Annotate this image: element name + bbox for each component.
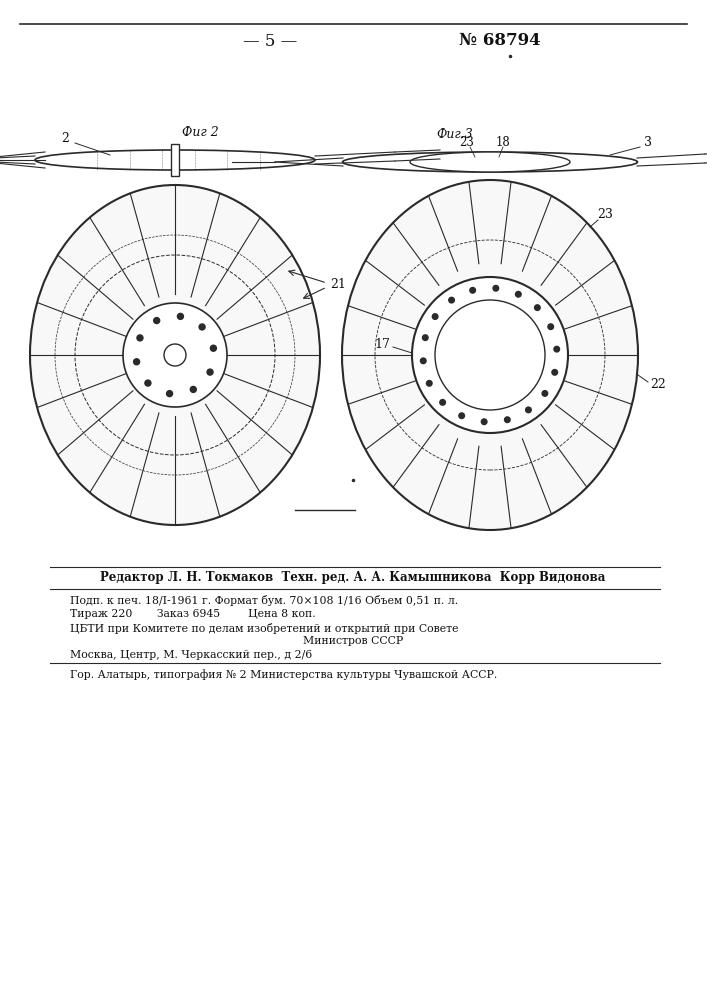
Ellipse shape — [123, 303, 227, 407]
Text: ЦБТИ при Комитете по делам изобретений и открытий при Совете: ЦБТИ при Комитете по делам изобретений и… — [70, 622, 459, 634]
Text: 21: 21 — [330, 278, 346, 292]
Text: 17: 17 — [374, 338, 390, 352]
Circle shape — [534, 305, 540, 310]
Text: Москва, Центр, М. Черкасский пер., д 2/6: Москва, Центр, М. Черкасский пер., д 2/6 — [70, 650, 312, 660]
Circle shape — [552, 370, 558, 375]
Ellipse shape — [410, 152, 570, 172]
Text: Подп. к печ. 18/I-1961 г. Формат бум. 70×108 1/16 Объем 0,51 п. л.: Подп. к печ. 18/I-1961 г. Формат бум. 70… — [70, 594, 458, 605]
Circle shape — [134, 359, 139, 365]
Text: — 5 —: — 5 — — [243, 33, 297, 50]
Ellipse shape — [342, 180, 638, 530]
Ellipse shape — [164, 344, 186, 366]
Circle shape — [505, 417, 510, 423]
Circle shape — [145, 380, 151, 386]
Text: Тираж 220       Заказ 6945        Цена 8 коп.: Тираж 220 Заказ 6945 Цена 8 коп. — [70, 609, 315, 619]
Circle shape — [432, 314, 438, 319]
Circle shape — [190, 386, 197, 392]
Circle shape — [199, 324, 205, 330]
Text: 3: 3 — [644, 135, 652, 148]
Circle shape — [470, 287, 476, 293]
Circle shape — [207, 369, 213, 375]
Circle shape — [177, 313, 183, 319]
Text: Гор. Алатырь, типография № 2 Министерства культуры Чувашской АССР.: Гор. Алатырь, типография № 2 Министерств… — [70, 670, 497, 680]
Text: 18: 18 — [496, 135, 510, 148]
Text: Фиг.3: Фиг.3 — [437, 127, 474, 140]
Circle shape — [493, 285, 498, 291]
Ellipse shape — [412, 277, 568, 433]
Circle shape — [153, 318, 160, 324]
Text: Министров СССР: Министров СССР — [303, 636, 403, 646]
Ellipse shape — [35, 150, 315, 170]
Text: Фиг 2: Фиг 2 — [182, 125, 218, 138]
Circle shape — [421, 358, 426, 364]
Circle shape — [481, 419, 487, 425]
Ellipse shape — [342, 152, 638, 172]
FancyBboxPatch shape — [171, 144, 179, 176]
Circle shape — [426, 381, 432, 386]
Circle shape — [548, 324, 554, 329]
Text: 22: 22 — [650, 378, 666, 391]
Text: 2: 2 — [61, 131, 69, 144]
Text: 23: 23 — [460, 135, 474, 148]
Circle shape — [449, 297, 455, 303]
Text: Редактор Л. Н. Токмаков  Техн. ред. А. А. Камышникова  Корр Видонова: Редактор Л. Н. Токмаков Техн. ред. А. А.… — [100, 572, 606, 584]
Circle shape — [167, 391, 173, 397]
Ellipse shape — [30, 185, 320, 525]
Ellipse shape — [435, 300, 545, 410]
Text: № 68794: № 68794 — [459, 31, 541, 48]
Text: 23: 23 — [597, 209, 613, 222]
Circle shape — [554, 346, 559, 352]
Circle shape — [211, 345, 216, 351]
Circle shape — [515, 291, 521, 297]
Circle shape — [542, 391, 548, 396]
Circle shape — [423, 335, 428, 340]
Circle shape — [137, 335, 143, 341]
Circle shape — [525, 407, 531, 413]
Circle shape — [440, 400, 445, 405]
Circle shape — [459, 413, 464, 419]
